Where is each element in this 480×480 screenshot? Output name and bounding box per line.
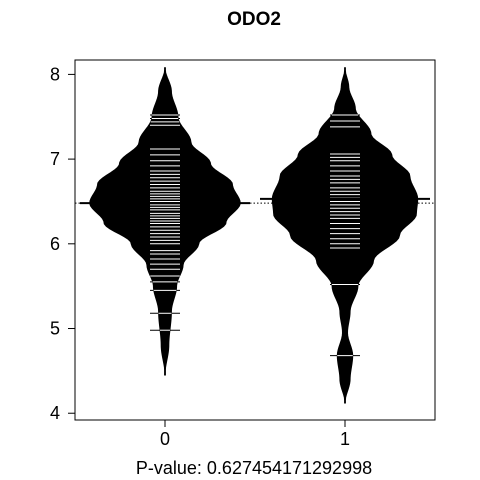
- chart-title: ODO2: [227, 9, 281, 30]
- y-tick-label: 7: [50, 149, 60, 169]
- beans-layer: [75, 67, 435, 404]
- axes-layer: 0 1 4 5 6 7 8: [50, 64, 350, 449]
- x-tick-label: 0: [160, 429, 170, 449]
- y-tick-label: 4: [50, 403, 60, 423]
- bean-0: [80, 67, 250, 376]
- y-tick-label: 5: [50, 319, 60, 339]
- y-tick-label: 6: [50, 234, 60, 254]
- y-tick-label: 8: [50, 64, 60, 84]
- x-tick-label: 1: [340, 429, 350, 449]
- plot-frame: [74, 59, 436, 421]
- bean-density-shape: [271, 67, 419, 404]
- x-axis-label: P-value: 0.627454171292998: [136, 458, 372, 478]
- bean-1: [260, 67, 430, 404]
